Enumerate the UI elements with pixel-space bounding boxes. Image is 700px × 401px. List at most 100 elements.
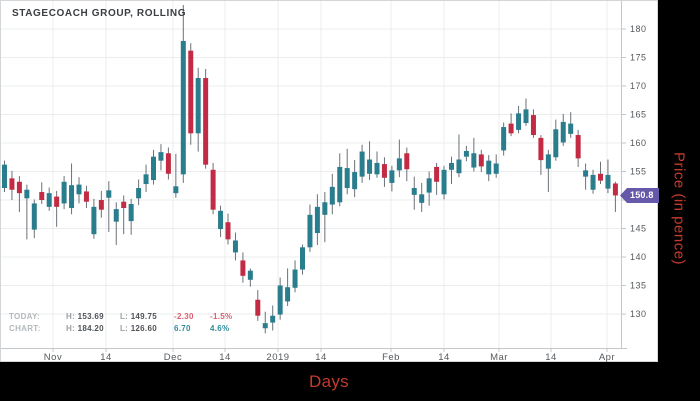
candle-body	[605, 174, 611, 189]
candle-body	[158, 152, 164, 161]
chart-title: STAGECOACH GROUP, ROLLING	[12, 8, 187, 19]
candle-body	[419, 194, 425, 203]
today-change: -2.30	[174, 312, 194, 321]
x-axis-title: Days	[0, 362, 658, 401]
candle-body	[367, 159, 373, 174]
candle-body	[218, 210, 224, 230]
candle-body	[516, 113, 522, 130]
candle-body	[277, 285, 283, 315]
candle-body	[255, 299, 261, 316]
candle-body	[31, 203, 37, 230]
x-tick-label: Mar	[490, 352, 508, 363]
chart-change-pct: 4.6%	[210, 324, 230, 333]
candle-body	[434, 166, 440, 182]
candle-body	[374, 162, 380, 175]
x-tick-label: 14	[219, 352, 231, 363]
candle-body	[173, 186, 179, 194]
candle-body	[359, 151, 365, 177]
candle-body	[389, 170, 395, 183]
candle-body	[449, 162, 454, 170]
y-tick-label: 175	[630, 53, 647, 63]
candle-body	[530, 115, 536, 136]
x-axis-title-text: Days	[309, 371, 349, 391]
y-axis-title: Price (in pence)	[658, 0, 700, 362]
candle-body	[493, 163, 499, 174]
candle-body	[538, 137, 544, 161]
candlestick-chart[interactable]: Nov 14 Dec 14 2019 14 Feb 14 Mar 14 Apr 130 135 140 14…	[1, 1, 659, 363]
candle-body	[478, 154, 484, 167]
candle-body	[54, 196, 60, 207]
candle-body	[16, 181, 22, 194]
candle-body	[560, 121, 566, 143]
today-label: TODAY:	[9, 312, 40, 321]
y-axis-title-text: Price (in pence)	[670, 152, 688, 266]
y-tick-label: 135	[630, 281, 647, 291]
candle-body	[553, 129, 559, 158]
candle-body	[69, 185, 75, 208]
x-tick-label: 14	[315, 352, 327, 363]
candle-body	[83, 191, 89, 202]
y-tick-label: 140	[630, 252, 647, 262]
candle-body	[76, 184, 82, 195]
candle-body	[113, 209, 119, 222]
today-low: L: 149.75	[120, 312, 157, 321]
y-tick-label: 165	[630, 110, 647, 120]
candle-body	[240, 260, 246, 276]
candle-body	[314, 206, 320, 234]
today-high: H: 153.69	[66, 312, 104, 321]
candle-body	[612, 183, 618, 196]
candle-body	[106, 190, 112, 198]
candle-body	[46, 193, 52, 207]
candle-body	[188, 50, 194, 134]
candle-body	[165, 153, 171, 174]
last-price-value: 150.8	[630, 189, 654, 200]
candle-body	[2, 164, 7, 189]
candle-body	[285, 287, 291, 302]
candle-body	[24, 189, 30, 199]
candle-body	[344, 168, 350, 189]
candle-body	[486, 160, 492, 175]
candle-body	[210, 169, 216, 210]
candle-body	[39, 192, 45, 200]
candle-body	[151, 156, 156, 181]
candle-body	[501, 127, 507, 151]
candle-body	[337, 166, 343, 203]
candle-body	[426, 178, 432, 193]
candle-body	[247, 270, 253, 280]
candle-body	[225, 222, 231, 240]
candle-body	[61, 181, 67, 204]
y-tick-label: 180	[630, 24, 647, 34]
y-tick-label: 160	[630, 138, 647, 148]
candle-body	[203, 78, 209, 165]
candle-body	[98, 200, 104, 210]
candle-body	[545, 154, 551, 169]
candle-body	[411, 188, 417, 195]
chart-change: 6.70	[174, 324, 191, 333]
x-tick-label: 14	[100, 352, 112, 363]
chart-stats-row: CHART: H: 184.20 L: 126.60 6.70 4.6%	[9, 323, 246, 335]
candle-body	[270, 315, 276, 323]
x-tick-label: 14	[438, 352, 450, 363]
candle-body	[143, 174, 149, 185]
y-tick-label: 155	[630, 167, 647, 177]
candle-body	[404, 153, 410, 170]
candle-body	[396, 158, 402, 171]
chart-label: CHART:	[9, 324, 41, 333]
candle-body	[329, 186, 335, 205]
candle-body	[463, 150, 469, 157]
today-change-pct: -1.5%	[210, 312, 233, 321]
candle-body	[121, 201, 127, 208]
candle-body	[575, 135, 581, 159]
candle-body	[136, 188, 142, 199]
candle-body	[322, 202, 328, 215]
candle-body	[590, 174, 596, 190]
x-tick-label: Feb	[382, 352, 400, 363]
chart-high: H: 184.20	[66, 324, 104, 333]
candle-body	[232, 240, 238, 253]
last-price-badge: 150.8	[620, 187, 659, 203]
candle-body	[180, 40, 186, 175]
x-tick-label: Nov	[44, 352, 62, 363]
candle-body	[568, 123, 574, 134]
candle-body	[508, 123, 514, 134]
